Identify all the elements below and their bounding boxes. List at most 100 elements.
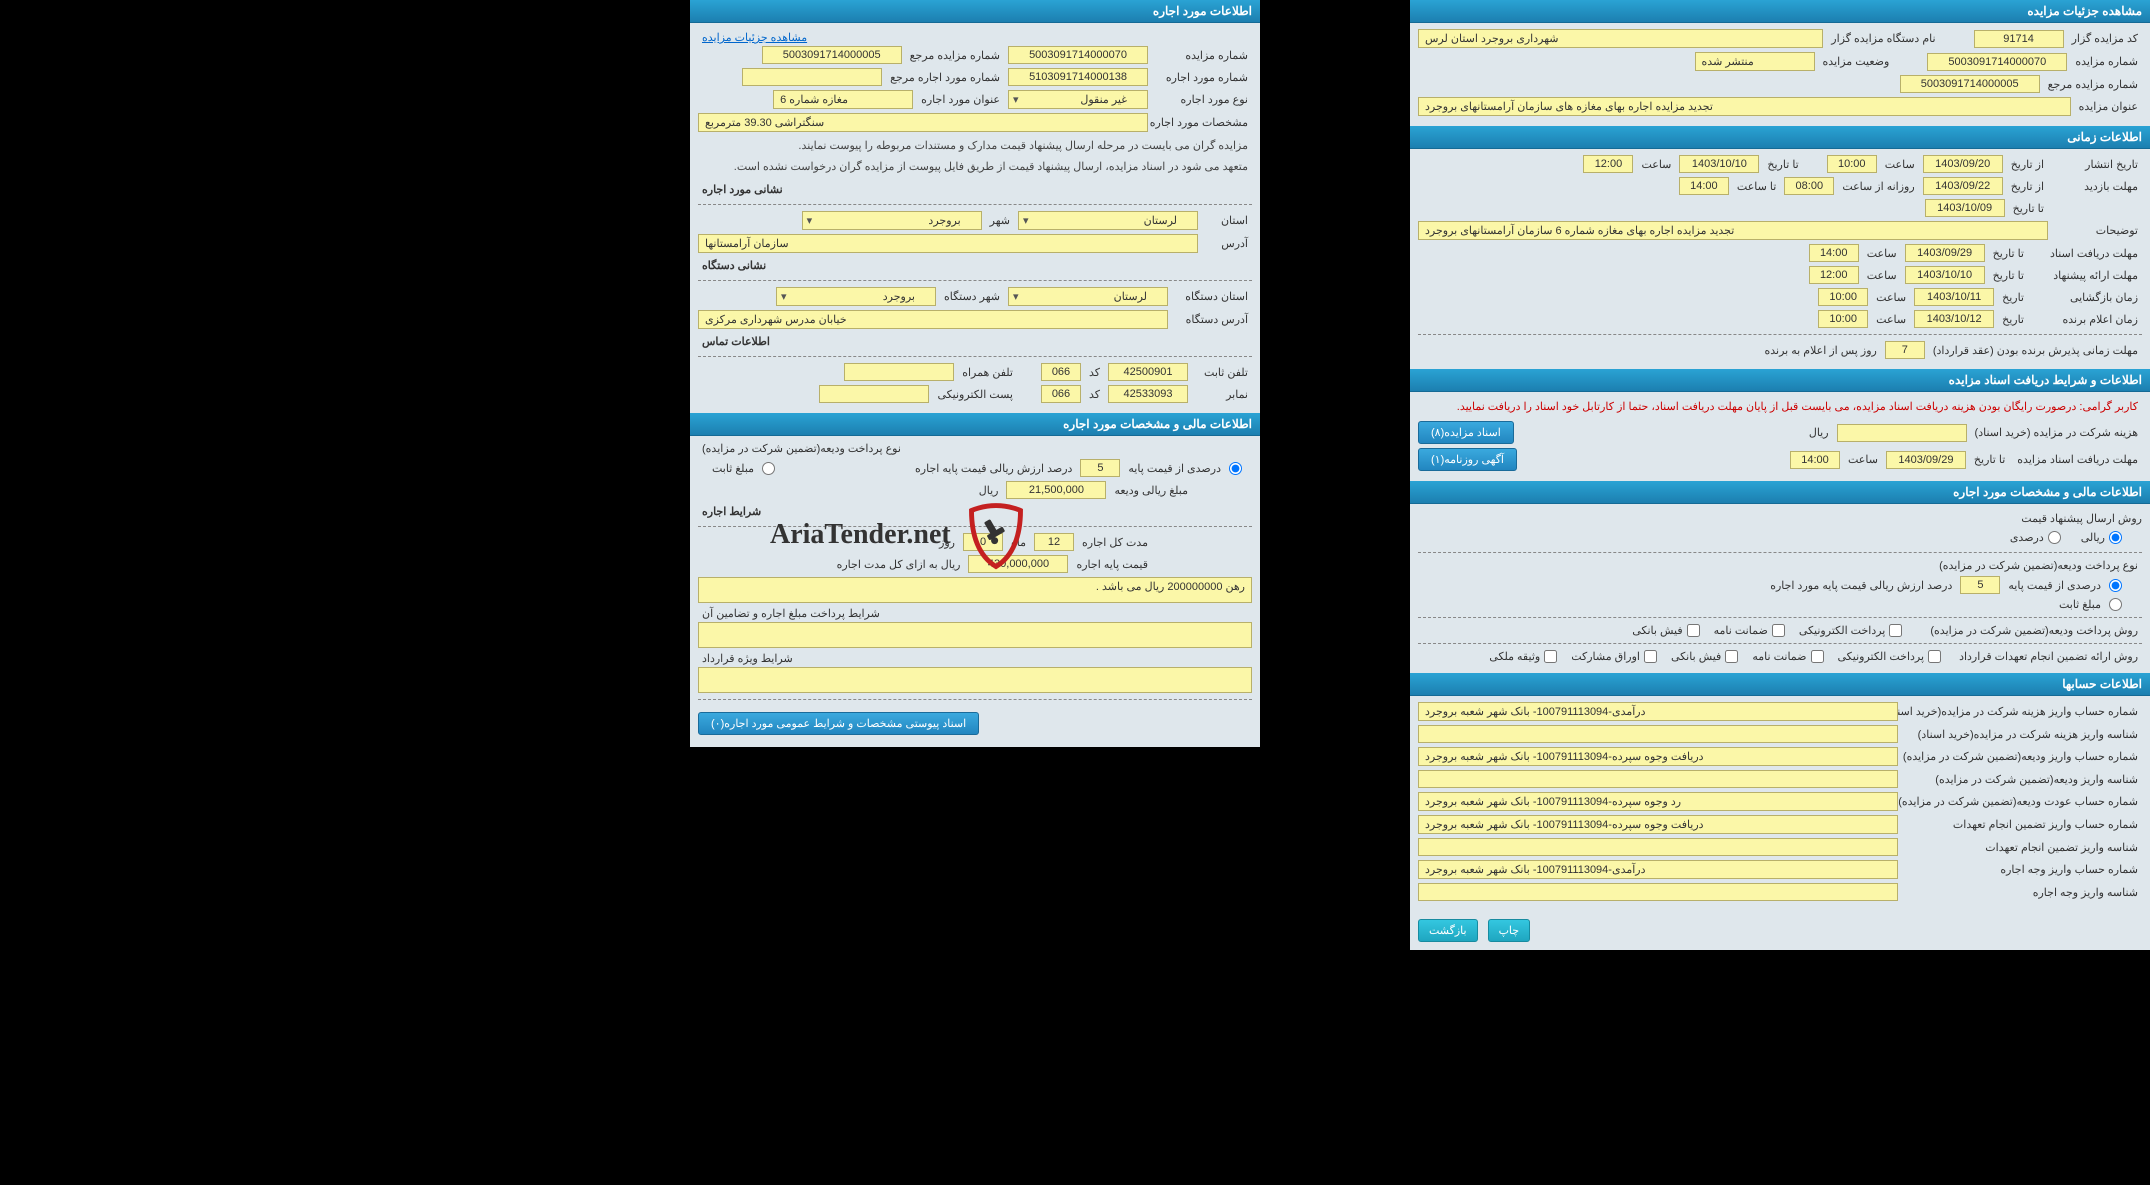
ref-lbl: شماره مزایده مرجع xyxy=(2044,78,2142,91)
rb-rial[interactable]: ریالی xyxy=(2081,531,2122,544)
visit-dh2: 14:00 xyxy=(1679,177,1729,195)
l-orgprov-sel[interactable]: لرستان xyxy=(1008,287,1168,306)
title-val: تجدید مزایده اجاره بهای مغازه های سازمان… xyxy=(1418,97,2071,116)
l-fax-val: 42533093 xyxy=(1108,385,1188,403)
to-lbl3: تا تاریخ xyxy=(1989,247,2028,260)
l-pct-lbl: درصدی از قیمت پایه xyxy=(1124,462,1225,475)
l-item-lbl: شماره مورد اجاره xyxy=(1152,71,1252,84)
cb-prop[interactable]: وثیقه ملکی xyxy=(1489,650,1557,663)
sec5-header: اطلاعات حسابها xyxy=(1410,673,2150,696)
l-num-val: 5003091714000070 xyxy=(1008,46,1148,64)
cb-guar1[interactable]: ضمانت نامه xyxy=(1714,624,1785,637)
l-deposit-note: رهن 200000000 ریال می باشد . xyxy=(698,577,1252,603)
l-type-lbl: نوع مورد اجاره xyxy=(1152,93,1252,106)
l-code-lbl2: کد xyxy=(1085,388,1104,401)
sec4-header: اطلاعات مالی و مشخصات مورد اجاره xyxy=(1410,481,2150,504)
l-type-sel[interactable]: غیر منقول xyxy=(1008,90,1148,109)
l-itemref-lbl: شماره مورد اجاره مرجع xyxy=(886,71,1004,84)
rb-pct[interactable]: درصدی xyxy=(2010,531,2061,544)
l-pct-val: 5 xyxy=(1080,459,1120,477)
acc5-val: درآمدی-100791113094- بانک شهر شعبه بروجر… xyxy=(1418,860,1898,879)
sec5-body: شماره حساب واریز هزینه شرکت در مزایده(خر… xyxy=(1410,696,2150,911)
visit-to-d: 1403/10/09 xyxy=(1925,199,2005,217)
cb-bonds[interactable]: اوراق مشارکت xyxy=(1571,650,1657,663)
l-city-sel[interactable]: بروجرد xyxy=(802,211,982,230)
l-contact-title: اطلاعات تماس xyxy=(698,333,1252,350)
rental-item-panel: اطلاعات مورد اجاره مشاهده جزئیات مزایده … xyxy=(690,0,1260,747)
visit-lbl: مهلت بازدید xyxy=(2052,180,2142,193)
l-fax-lbl: نمابر xyxy=(1192,388,1252,401)
h1: ساعت xyxy=(1881,158,1919,171)
pct-base-suffix: درصد ارزش ریالی قیمت پایه مورد اجاره xyxy=(1766,579,1956,592)
open-d: 1403/10/11 xyxy=(1914,288,1994,306)
rb-pct-base[interactable] xyxy=(2109,579,2122,592)
l-note1: مزایده گران می بایست در مرحله ارسال پیشن… xyxy=(698,136,1252,157)
ad-button[interactable]: آگهی روزنامه(۱) xyxy=(1418,448,1517,471)
name-lbl: نام دستگاه مزایده گزار xyxy=(1827,32,1939,45)
doc-recv-lbl: مهلت دریافت اسناد xyxy=(2032,247,2142,260)
pub-to-h: 12:00 xyxy=(1583,155,1633,173)
method-lbl: روش ارسال پیشنهاد قیمت xyxy=(1418,510,2142,527)
fee-val xyxy=(1837,424,1967,442)
l-item-val: 5103091714000138 xyxy=(1008,68,1148,86)
to-lbl2: تا تاریخ xyxy=(2009,202,2048,215)
sec1-body: کد مزایده گزار 91714 نام دستگاه مزایده گ… xyxy=(1410,23,2150,126)
l-sec1-body: مشاهده جزئیات مزایده شماره مزایده 500309… xyxy=(690,23,1260,413)
print-button[interactable]: چاپ xyxy=(1488,919,1531,942)
l-spec-lbl: مشخصات مورد اجاره xyxy=(1152,116,1252,129)
offer-lbl: مهلت ارائه پیشنهاد xyxy=(2032,269,2142,282)
l-orgcity-sel[interactable]: بروجرد xyxy=(776,287,936,306)
l-fixed-lbl: مبلغ ثابت xyxy=(708,462,758,475)
sec2-body: تاریخ انتشار از تاریخ 1403/09/20 ساعت 10… xyxy=(1410,149,2150,369)
l-sec2-body: نوع پرداخت ودیعه(تضمین شرکت در مزایده) د… xyxy=(690,436,1260,747)
sec3-header: اطلاعات و شرایط دریافت اسناد مزایده xyxy=(1410,369,2150,392)
l-mob-val xyxy=(844,363,954,381)
code-val: 91714 xyxy=(1974,30,2064,48)
fixed-lbl: مبلغ ثابت xyxy=(2055,598,2105,611)
red-note: کاربر گرامی: درصورت رایگان بودن هزینه در… xyxy=(1418,398,2142,415)
l-rb-fixed[interactable] xyxy=(762,462,775,475)
attach-docs-button[interactable]: اسناد پیوستی مشخصات و شرایط عمومی مورد ا… xyxy=(698,712,979,735)
cb-elec1[interactable]: پرداخت الکترونیکی xyxy=(1799,624,1903,637)
l-city-lbl: شهر xyxy=(986,214,1014,227)
acc3-lbl: شماره حساب عودت ودیعه(تضمین شرکت در مزای… xyxy=(1902,795,2142,808)
open-h: 10:00 xyxy=(1818,288,1868,306)
h5: ساعت xyxy=(1872,291,1910,304)
acc4s-val xyxy=(1418,838,1898,856)
l-addr-val: سازمان آرامستانها xyxy=(698,234,1198,253)
l-speccond-lbl: شرایط ویژه قرارداد xyxy=(698,652,1252,665)
cb-guar2[interactable]: ضمانت نامه xyxy=(1752,650,1823,663)
pay-method-lbl: روش پرداخت ودیعه(تضمین شرکت در مزایده) xyxy=(1926,624,2142,637)
pub-to-d: 1403/10/10 xyxy=(1679,155,1759,173)
l-prov-sel[interactable]: لرستان xyxy=(1018,211,1198,230)
win-lbl: زمان اعلام برنده xyxy=(2032,313,2142,326)
l-pct-suffix: درصد ارزش ریالی قیمت پایه اجاره xyxy=(911,462,1076,475)
cb-slip1[interactable]: فیش بانکی xyxy=(1632,624,1699,637)
name-val: شهرداری بروجرد استان لرس xyxy=(1418,29,1823,48)
acc2s-lbl: شناسه واریز ودیعه(تضمین شرکت در مزایده) xyxy=(1902,773,2142,786)
doc-dl-lbl: مهلت دریافت اسناد مزایده xyxy=(2013,453,2142,466)
cb-elec2[interactable]: پرداخت الکترونیکی xyxy=(1838,650,1942,663)
docs-button[interactable]: اسناد مزایده(۸) xyxy=(1418,421,1514,444)
l-speccond-val xyxy=(698,667,1252,693)
to-h-lbl: تا ساعت xyxy=(1733,180,1780,193)
l-org-title: نشانی دستگاه xyxy=(698,257,1252,274)
l-num-lbl: شماره مزایده xyxy=(1152,49,1252,62)
h3: ساعت xyxy=(1863,247,1901,260)
acc1-lbl: شماره حساب واریز هزینه شرکت در مزایده(خر… xyxy=(1902,705,2142,718)
pub-from-h: 10:00 xyxy=(1827,155,1877,173)
dep-type-lbl: نوع پرداخت ودیعه(تضمین شرکت در مزایده) xyxy=(1418,559,2142,572)
cb-slip2[interactable]: فیش بانکی xyxy=(1671,650,1738,663)
l-dur-lbl: مدت کل اجاره xyxy=(1078,536,1152,549)
details-link[interactable]: مشاهده جزئیات مزایده xyxy=(698,29,1252,46)
to-lbl4: تا تاریخ xyxy=(1989,269,2028,282)
acc2s-val xyxy=(1418,770,1898,788)
rb-fixed[interactable] xyxy=(2109,598,2122,611)
doc-to-h: 14:00 xyxy=(1809,244,1859,262)
date-lbl2: تاریخ xyxy=(1998,313,2028,326)
acc1-val: درآمدی-100791113094- بانک شهر شعبه بروجر… xyxy=(1418,702,1898,721)
back-button[interactable]: بازگشت xyxy=(1418,919,1478,942)
sec4-body: روش ارسال پیشنهاد قیمت ریالی درصدی نوع پ… xyxy=(1410,504,2150,673)
contract-lbl: مهلت زمانی پذیرش برنده بودن (عقد قرارداد… xyxy=(1929,344,2142,357)
l-rb-pct[interactable] xyxy=(1229,462,1242,475)
